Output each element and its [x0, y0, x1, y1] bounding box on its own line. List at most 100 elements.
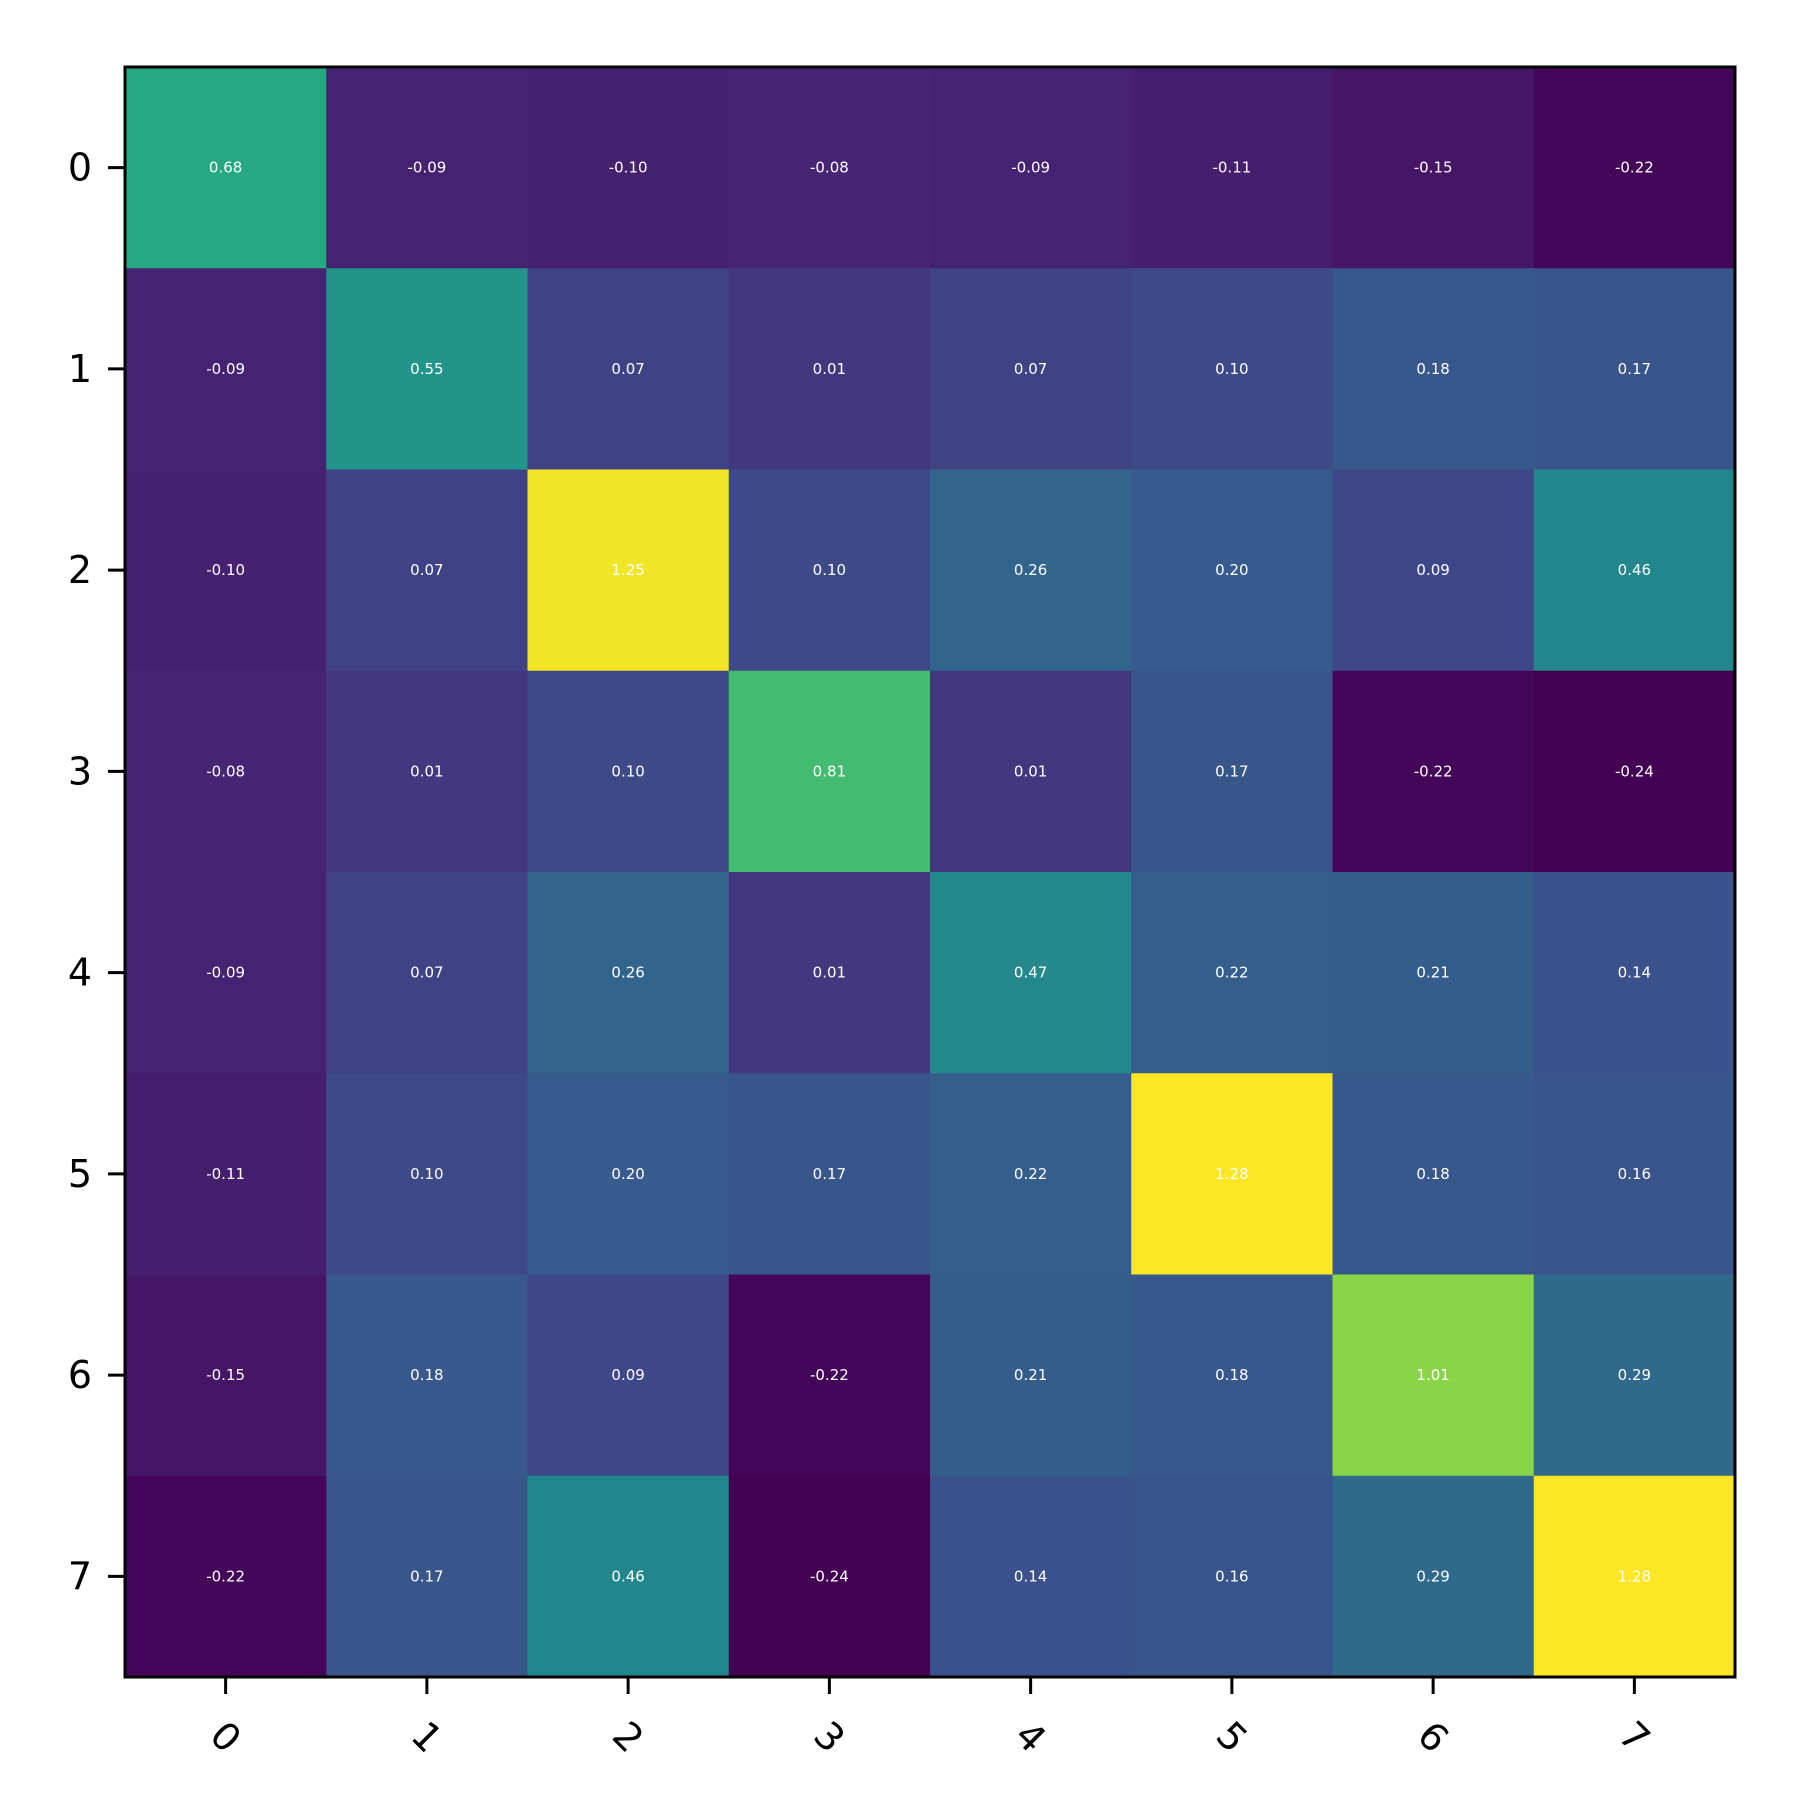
heatmap-cell-2-1	[326, 469, 528, 672]
cell-value-label-6-2: 0.09	[611, 1366, 644, 1384]
heatmap-cell-3-0	[125, 670, 327, 873]
heatmap-cell-2-3	[728, 469, 931, 672]
cell-value-label-7-5: 0.16	[1215, 1567, 1248, 1585]
heatmap-cell-0-5	[1131, 67, 1333, 269]
cell-value-label-1-2: 0.07	[611, 360, 644, 378]
y-tick-label-2: 2	[68, 548, 92, 592]
heatmap-cell-5-4	[930, 1073, 1132, 1275]
plot-frame	[123, 65, 1737, 1679]
heatmap-cell-2-5	[1131, 469, 1333, 672]
cell-value-label-4-4: 0.47	[1014, 964, 1047, 982]
cell-value-label-5-3: 0.17	[813, 1165, 846, 1183]
cell-value-label-7-7: 1.28	[1618, 1567, 1651, 1585]
cell-value-label-7-4: 0.14	[1014, 1567, 1047, 1585]
y-tick-label-4: 4	[68, 951, 92, 995]
y-tick-label-3: 3	[68, 749, 92, 793]
cell-value-label-0-4: -0.09	[1011, 159, 1050, 177]
heatmap-cell-7-3	[728, 1475, 931, 1678]
x-tick-label-4: 4	[1007, 1713, 1055, 1761]
heatmap-cell-6-7	[1533, 1274, 1736, 1477]
cell-value-label-5-1: 0.10	[410, 1165, 443, 1183]
cell-value-label-5-0: -0.11	[206, 1165, 245, 1183]
cell-value-label-0-0: 0.68	[209, 159, 242, 177]
heatmap-cell-1-4	[930, 268, 1132, 470]
cell-value-label-2-4: 0.26	[1014, 561, 1047, 579]
heatmap-cells	[125, 67, 1736, 1678]
x-tick-label-2: 2	[604, 1713, 652, 1761]
heatmap-cell-5-1	[326, 1073, 528, 1275]
cell-value-label-0-6: -0.15	[1414, 159, 1453, 177]
heatmap-cell-7-1	[326, 1475, 528, 1678]
cell-value-label-4-3: 0.01	[813, 964, 846, 982]
cell-value-label-4-6: 0.21	[1416, 964, 1449, 982]
cell-value-label-0-2: -0.10	[609, 159, 648, 177]
cell-value-label-1-6: 0.18	[1416, 360, 1449, 378]
heatmap-cell-0-3	[728, 67, 931, 269]
cell-value-label-5-2: 0.20	[611, 1165, 644, 1183]
cell-value-label-0-1: -0.09	[407, 159, 446, 177]
heatmap-cell-4-0	[125, 872, 327, 1074]
heatmap-cell-6-2	[527, 1274, 730, 1477]
heatmap-cell-2-4	[930, 469, 1132, 672]
cell-value-label-4-1: 0.07	[410, 964, 443, 982]
x-tick-label-7: 7	[1610, 1713, 1658, 1761]
heatmap-cell-labels: 0.68 -0.09 -0.10 -0.08 -0.09 -0.11 -0.15 -0.22 -…	[206, 159, 1654, 1586]
cell-value-label-5-4: 0.22	[1014, 1165, 1047, 1183]
heatmap-cell-3-6	[1332, 670, 1535, 873]
cell-value-label-2-6: 0.09	[1416, 561, 1449, 579]
heatmap-cell-7-0	[125, 1475, 327, 1678]
x-axis: 0 1 2 3 4 5 6 7	[202, 1677, 1658, 1761]
heatmap-cell-0-4	[930, 67, 1132, 269]
heatmap-cell-1-5	[1131, 268, 1333, 470]
heatmap-cell-5-0	[125, 1073, 327, 1275]
heatmap-cell-5-3	[728, 1073, 931, 1275]
heatmap-cell-2-0	[125, 469, 327, 672]
y-tick-label-7: 7	[68, 1554, 92, 1598]
y-tick-label-0: 0	[68, 146, 92, 190]
cell-value-label-0-3: -0.08	[810, 159, 849, 177]
heatmap-cell-4-7	[1533, 872, 1736, 1074]
heatmap-cell-3-7	[1533, 670, 1736, 873]
heatmap-cell-2-6	[1332, 469, 1535, 672]
cell-value-label-2-0: -0.10	[206, 561, 245, 579]
cell-value-label-1-3: 0.01	[813, 360, 846, 378]
cell-value-label-6-7: 0.29	[1618, 1366, 1651, 1384]
cell-value-label-7-3: -0.24	[810, 1567, 849, 1585]
heatmap-cell-6-1	[326, 1274, 528, 1477]
heatmap-cell-1-6	[1332, 268, 1535, 470]
y-tick-label-5: 5	[68, 1152, 92, 1196]
heatmap-cell-3-4	[930, 670, 1132, 873]
cell-value-label-2-2: 1.25	[611, 561, 644, 579]
heatmap-cell-7-5	[1131, 1475, 1333, 1678]
cell-value-label-1-5: 0.10	[1215, 360, 1248, 378]
y-tick-label-1: 1	[68, 347, 92, 391]
heatmap-cell-1-1	[326, 268, 528, 470]
heatmap-cell-3-3	[728, 670, 931, 873]
cell-value-label-2-5: 0.20	[1215, 561, 1248, 579]
cell-value-label-6-5: 0.18	[1215, 1366, 1248, 1384]
cell-value-label-1-0: -0.09	[206, 360, 245, 378]
x-tick-label-1: 1	[403, 1713, 451, 1761]
cell-value-label-0-5: -0.11	[1212, 159, 1251, 177]
heatmap-cell-3-1	[326, 670, 528, 873]
heatmap-cell-4-2	[527, 872, 730, 1074]
heatmap-cell-1-0	[125, 268, 327, 470]
cell-value-label-1-4: 0.07	[1014, 360, 1047, 378]
heatmap-cell-4-5	[1131, 872, 1333, 1074]
cell-value-label-7-1: 0.17	[410, 1567, 443, 1585]
heatmap-cell-1-2	[527, 268, 730, 470]
heatmap-cell-0-6	[1332, 67, 1535, 269]
heatmap-cell-6-4	[930, 1274, 1132, 1477]
cell-value-label-0-7: -0.22	[1615, 159, 1654, 177]
cell-value-label-1-1: 0.55	[410, 360, 443, 378]
cell-value-label-3-6: -0.22	[1414, 762, 1453, 780]
heatmap-cell-7-7	[1533, 1475, 1736, 1678]
heatmap-cell-7-4	[930, 1475, 1132, 1678]
heatmap-cell-5-2	[527, 1073, 730, 1275]
cell-value-label-2-7: 0.46	[1618, 561, 1651, 579]
cell-value-label-6-3: -0.22	[810, 1366, 849, 1384]
heatmap-cell-1-3	[728, 268, 931, 470]
y-axis: 0 1 2 3 4 5 6 7	[68, 146, 125, 1598]
cell-value-label-3-7: -0.24	[1615, 762, 1654, 780]
heatmap-cell-5-5	[1131, 1073, 1333, 1275]
